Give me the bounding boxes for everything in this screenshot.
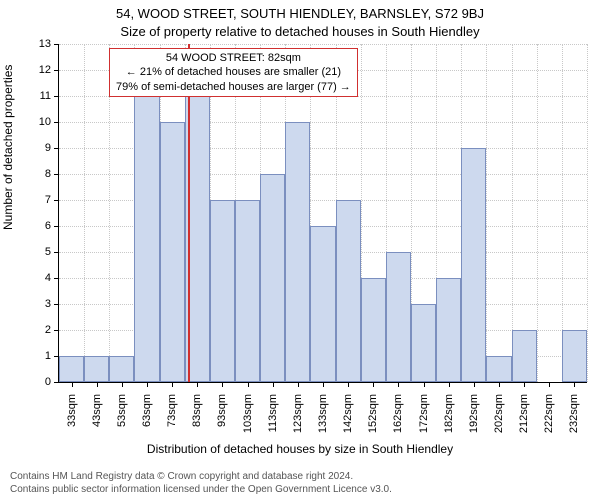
bar — [134, 96, 159, 382]
gridline-h — [59, 44, 587, 45]
bar — [562, 330, 587, 382]
bar — [260, 174, 285, 382]
ytick-label: 11 — [40, 90, 51, 102]
bar — [336, 200, 361, 382]
bar — [210, 200, 235, 382]
annotation-line3: 79% of semi-detached houses are larger (… — [116, 80, 351, 94]
chart-title-address: 54, WOOD STREET, SOUTH HIENDLEY, BARNSLE… — [0, 6, 600, 21]
chart-subtitle: Size of property relative to detached ho… — [0, 24, 600, 39]
plot-area: 01234567891011121333sqm43sqm53sqm63sqm73… — [58, 44, 587, 383]
gridline-v — [84, 44, 85, 382]
xtick-mark — [72, 382, 73, 387]
y-axis-label: Number of detached properties — [1, 65, 15, 230]
bar — [84, 356, 109, 382]
ytick-label: 6 — [45, 220, 51, 232]
bar — [512, 330, 537, 382]
bar — [160, 122, 185, 382]
gridline-v — [486, 44, 487, 382]
ytick-label: 3 — [45, 298, 51, 310]
xtick-mark — [248, 382, 249, 387]
ytick-mark — [54, 44, 59, 45]
xtick-mark — [574, 382, 575, 387]
ytick-label: 12 — [39, 64, 51, 76]
ytick-label: 9 — [45, 142, 51, 154]
ytick-label: 2 — [45, 324, 51, 336]
footer-text: Contains HM Land Registry data © Crown c… — [10, 470, 392, 496]
ytick-label: 0 — [45, 376, 51, 388]
gridline-v — [537, 44, 538, 382]
footer-line-1: Contains HM Land Registry data © Crown c… — [10, 470, 392, 483]
bar — [486, 356, 511, 382]
xtick-mark — [449, 382, 450, 387]
ytick-mark — [54, 226, 59, 227]
xtick-mark — [197, 382, 198, 387]
xtick-mark — [147, 382, 148, 387]
ytick-mark — [54, 148, 59, 149]
xtick-mark — [348, 382, 349, 387]
ytick-label: 5 — [45, 246, 51, 258]
xtick-mark — [222, 382, 223, 387]
bar — [59, 356, 84, 382]
bar — [461, 148, 486, 382]
ytick-mark — [54, 200, 59, 201]
ytick-mark — [54, 70, 59, 71]
ytick-label: 1 — [45, 350, 51, 362]
annotation-line1: 54 WOOD STREET: 82sqm — [116, 51, 351, 65]
bar — [109, 356, 134, 382]
xtick-mark — [122, 382, 123, 387]
xtick-mark — [398, 382, 399, 387]
ytick-label: 10 — [39, 116, 51, 128]
footer-line-2: Contains public sector information licen… — [10, 483, 392, 496]
ytick-label: 7 — [45, 194, 51, 206]
xtick-mark — [273, 382, 274, 387]
xtick-mark — [172, 382, 173, 387]
ytick-label: 4 — [45, 272, 51, 284]
chart-container: 54, WOOD STREET, SOUTH HIENDLEY, BARNSLE… — [0, 0, 600, 500]
ytick-mark — [54, 304, 59, 305]
xtick-mark — [474, 382, 475, 387]
annotation-box: 54 WOOD STREET: 82sqm← 21% of detached h… — [109, 48, 358, 97]
ytick-label: 13 — [39, 38, 51, 50]
gridline-v — [587, 44, 588, 382]
xtick-mark — [524, 382, 525, 387]
bar — [285, 122, 310, 382]
ytick-mark — [54, 330, 59, 331]
bar — [235, 200, 260, 382]
xtick-mark — [424, 382, 425, 387]
bar — [361, 278, 386, 382]
xtick-mark — [323, 382, 324, 387]
bar — [310, 226, 335, 382]
xtick-mark — [373, 382, 374, 387]
xtick-mark — [298, 382, 299, 387]
ytick-mark — [54, 122, 59, 123]
ytick-label: 8 — [45, 168, 51, 180]
annotation-line2: ← 21% of detached houses are smaller (21… — [116, 65, 351, 79]
xtick-mark — [97, 382, 98, 387]
bar — [436, 278, 461, 382]
ytick-mark — [54, 252, 59, 253]
ytick-mark — [54, 96, 59, 97]
xtick-mark — [549, 382, 550, 387]
x-axis-label: Distribution of detached houses by size … — [0, 442, 600, 456]
xtick-mark — [499, 382, 500, 387]
bar — [386, 252, 411, 382]
bar — [411, 304, 436, 382]
ytick-mark — [54, 278, 59, 279]
ytick-mark — [54, 382, 59, 383]
ytick-mark — [54, 174, 59, 175]
